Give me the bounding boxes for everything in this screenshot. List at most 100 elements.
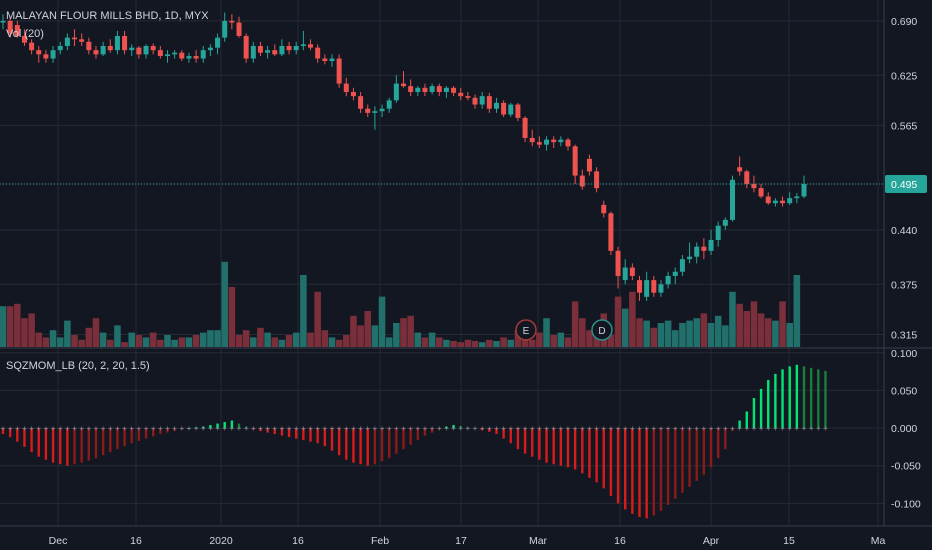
squeeze-dot: +	[694, 424, 699, 433]
candle-body	[150, 45, 156, 51]
volume-bar	[671, 330, 679, 347]
volume-bar	[307, 332, 314, 347]
squeeze-dot: +	[315, 424, 320, 433]
symbol-title: MALAYAN FLOUR MILLS BHD, 1D, MYX	[6, 10, 209, 22]
volume-bar	[664, 320, 672, 347]
squeeze-dot: +	[129, 424, 134, 433]
momentum-bar	[430, 428, 434, 433]
squeeze-dot: +	[194, 424, 199, 433]
volume-bar	[686, 320, 693, 347]
momentum-bar	[330, 428, 334, 451]
candle-body	[780, 200, 786, 204]
squeeze-dot: +	[802, 424, 807, 433]
squeeze-dot: +	[673, 424, 678, 433]
squeeze-dot: +	[702, 424, 707, 433]
earnings-marker-circle	[515, 319, 537, 341]
momentum-bar	[187, 428, 191, 429]
candle-body	[393, 83, 399, 101]
volume-bar	[107, 339, 114, 347]
squeeze-dot: +	[759, 424, 764, 433]
squeeze-dot: +	[44, 424, 49, 433]
momentum-bar	[37, 428, 40, 457]
candle-body	[365, 108, 371, 113]
momentum-bar	[452, 425, 455, 429]
squeeze-dot: +	[272, 424, 277, 433]
volume-bar	[343, 335, 350, 347]
squeeze-dot: +	[752, 424, 757, 433]
squeeze-dot: +	[387, 424, 392, 433]
momentum-bar	[1, 428, 5, 435]
momentum-bar	[609, 428, 613, 496]
candle-body	[465, 96, 471, 98]
squeeze-dot: +	[201, 424, 206, 433]
time-tick-label: Apr	[703, 535, 720, 547]
volume-bar	[428, 332, 436, 347]
squeeze-dot: +	[573, 424, 578, 433]
volume-bar	[707, 323, 715, 347]
momentum-bar	[724, 428, 727, 450]
momentum-bar	[316, 428, 319, 444]
momentum-bar	[602, 428, 605, 489]
momentum-bar	[716, 428, 720, 459]
squeeze-dot: +	[36, 424, 41, 433]
osc-tick-label: 0.000	[891, 423, 917, 435]
volume-bar	[779, 301, 786, 347]
squeeze-dot: +	[251, 424, 256, 433]
momentum-bar	[59, 428, 62, 465]
volume-bar	[357, 325, 364, 347]
volume-bar	[85, 327, 93, 347]
candle-body	[629, 267, 635, 276]
squeeze-dot: +	[501, 424, 506, 433]
time-tick-label: Ma	[871, 535, 886, 547]
volume-bar	[121, 342, 128, 347]
volume-bar	[92, 318, 100, 347]
volume-bar	[414, 332, 422, 347]
momentum-bar	[51, 428, 55, 463]
squeeze-dot: +	[8, 424, 13, 433]
squeeze-dot: +	[265, 424, 270, 433]
momentum-bar	[709, 428, 713, 468]
volume-bar	[557, 332, 565, 347]
squeeze-dot: +	[458, 424, 463, 433]
candle-body	[129, 47, 135, 51]
squeeze-dot: +	[730, 424, 735, 433]
volume-bar	[679, 323, 686, 347]
squeeze-dot: +	[680, 424, 685, 433]
volume-bar	[693, 318, 700, 347]
momentum-bar	[359, 428, 362, 465]
candle-body	[93, 50, 99, 55]
volume-bar	[6, 306, 14, 347]
volume-bar	[264, 332, 271, 347]
volume-bar	[292, 332, 300, 347]
volume-bar	[507, 339, 515, 347]
squeeze-dot: +	[322, 424, 327, 433]
momentum-bar	[366, 428, 369, 466]
squeeze-dot: +	[230, 424, 235, 433]
squeeze-dot: +	[823, 424, 828, 433]
candle-body	[758, 188, 764, 197]
time-tick-label: 2020	[209, 535, 233, 547]
volume-bar	[14, 303, 21, 347]
squeeze-dot: +	[415, 424, 420, 433]
momentum-bar	[109, 428, 112, 453]
candle-body	[744, 171, 750, 184]
candle-body	[708, 239, 714, 251]
candle-body	[100, 45, 106, 55]
candle-body	[136, 47, 142, 55]
candle-body	[358, 96, 364, 109]
candle-body	[222, 20, 228, 38]
volume-bar	[35, 332, 43, 347]
squeeze-dot: +	[172, 424, 177, 433]
volume-bar	[221, 261, 228, 347]
volume-bar	[271, 337, 279, 347]
volume-bar	[385, 337, 393, 347]
momentum-bar	[216, 423, 219, 429]
candle-body	[243, 35, 249, 59]
momentum-bar	[595, 428, 598, 483]
candle-body	[193, 56, 199, 59]
volume-bar	[464, 339, 472, 347]
volume-bar	[328, 337, 336, 347]
price-tick-label: 0.565	[891, 120, 917, 132]
squeeze-dot: +	[280, 424, 285, 433]
